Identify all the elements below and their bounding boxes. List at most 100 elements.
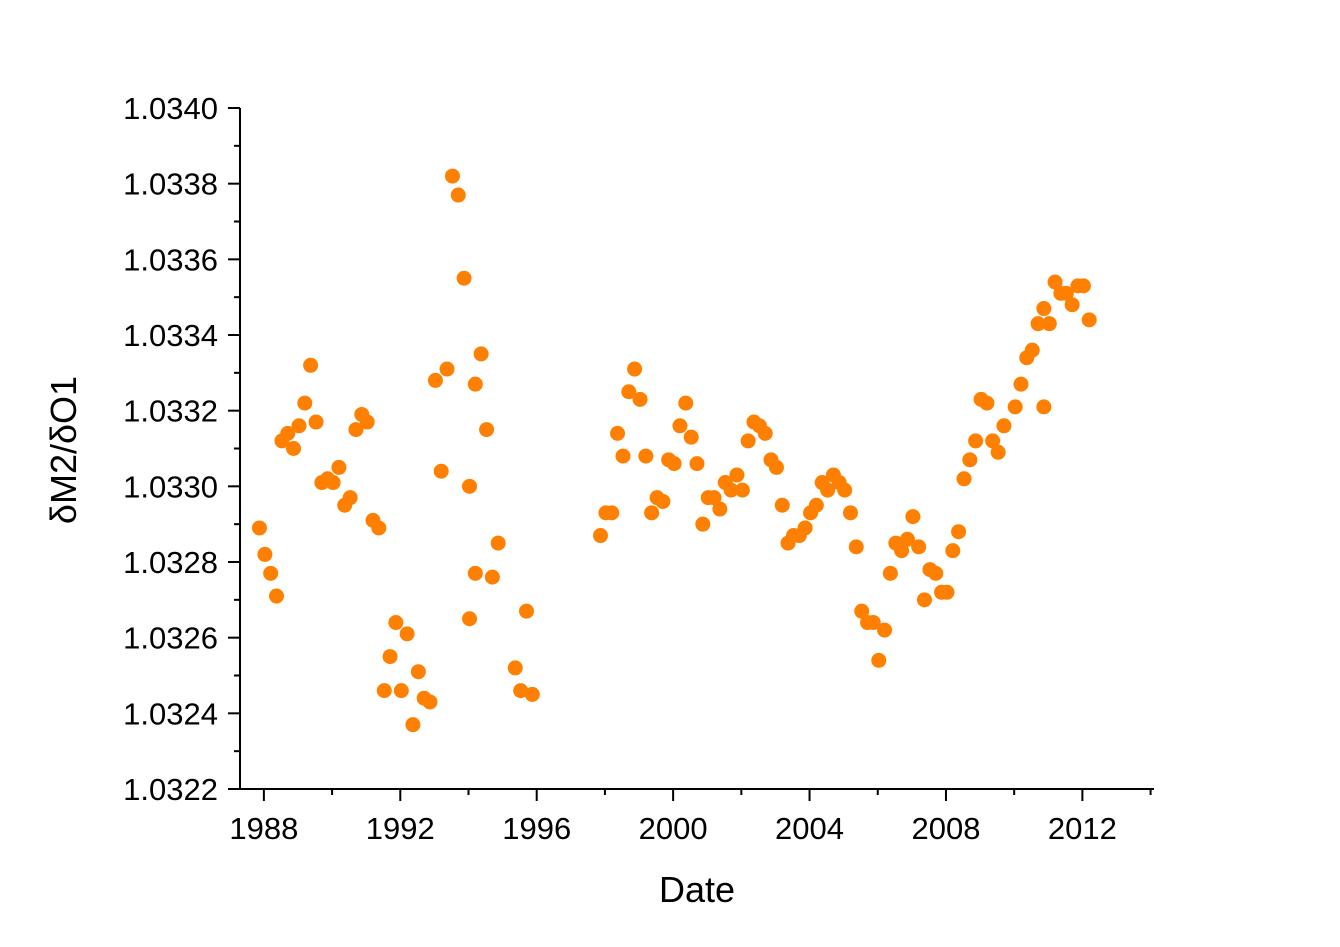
data-point [325,475,341,491]
data-point [604,505,620,521]
data-point [1041,316,1057,332]
data-point [877,622,893,638]
data-point [439,361,455,377]
data-point [393,683,409,699]
data-point [376,683,392,699]
data-point [621,384,637,400]
data-point [678,395,694,411]
data-point [644,505,660,521]
data-point [951,524,967,540]
data-point [820,482,836,498]
data-point [490,535,506,551]
data-point [291,418,307,434]
data-point [632,391,648,407]
data-point [734,482,750,498]
data-point [251,520,267,536]
data-point [1075,278,1091,294]
data-point [871,652,887,668]
data-point [990,444,1006,460]
data-point [450,187,466,203]
x-axis-title: Date [659,869,735,910]
y-tick-label: 1.0324 [123,696,218,731]
data-point [348,422,364,438]
data-point [1064,297,1080,313]
data-point [524,686,540,702]
data-point [405,717,421,733]
data-point [666,456,682,472]
data-point [592,528,608,544]
data-point [757,425,773,441]
data-point [837,482,853,498]
data-point [729,467,745,483]
data-point [956,471,972,487]
data-point [723,482,739,498]
x-tick-label: 1988 [229,811,298,846]
data-point [456,270,472,286]
y-tick-label: 1.0340 [123,91,218,126]
data-point [854,603,870,619]
data-point [768,459,784,475]
data-point [1036,399,1052,415]
data-point [371,520,387,536]
data-point [1030,316,1046,332]
y-tick-label: 1.0334 [123,318,218,353]
x-tick-label: 2008 [911,811,980,846]
data-point [422,694,438,710]
data-point [996,418,1012,434]
data-point [689,456,705,472]
y-tick-label: 1.0326 [123,621,218,656]
data-point [706,490,722,506]
data-point [899,531,915,547]
x-tick-label: 2012 [1048,811,1117,846]
data-point [507,660,523,676]
data-point [286,441,302,456]
data-point [672,418,688,434]
data-point [382,649,398,665]
data-point [268,588,284,604]
data-point [308,414,324,430]
data-point [848,539,864,555]
data-point [916,592,932,608]
data-point [280,425,296,441]
data-point [1013,376,1029,392]
data-point [518,603,534,619]
data-point [399,626,415,642]
y-axis-title: δM2/δO1 [43,376,84,524]
data-point [985,433,1001,449]
data-point [331,459,347,475]
x-tick-label: 2000 [639,811,708,846]
y-tick-label: 1.0338 [123,167,218,202]
data-point [712,501,728,517]
x-tick-label: 2004 [775,811,844,846]
data-point [638,448,654,464]
data-point [842,505,858,521]
data-point [462,478,478,494]
data-point [774,497,790,513]
y-tick-label: 1.0322 [123,772,218,807]
data-point [695,516,711,532]
x-tick-label: 1992 [366,811,435,846]
x-tick-label: 1996 [502,811,571,846]
data-point [359,414,375,430]
data-point [945,543,961,559]
y-tick-label: 1.0332 [123,394,218,429]
data-points [251,168,1097,733]
data-point [740,433,756,449]
data-point [894,543,910,559]
data-point [1024,342,1040,358]
data-point [979,395,995,411]
data-point [1036,301,1052,317]
data-point [808,497,824,513]
data-point [342,490,358,506]
data-point [610,425,626,441]
data-point [467,565,483,581]
data-point [928,565,944,581]
y-tick-label: 1.0330 [123,469,218,504]
data-point [479,422,495,438]
data-point [962,452,978,468]
data-point [683,429,699,445]
data-point [865,615,881,631]
data-point [410,664,426,680]
data-point [797,520,813,536]
